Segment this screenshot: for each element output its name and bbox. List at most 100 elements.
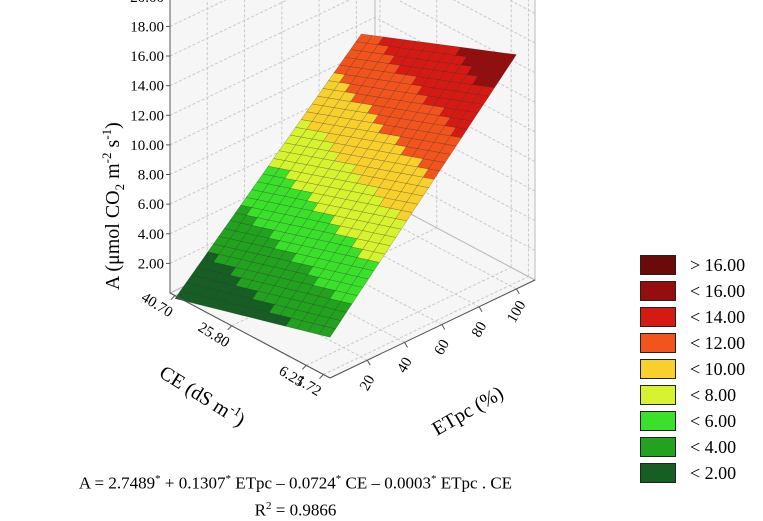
surface-cell [361, 43, 379, 53]
surface-cell [235, 296, 253, 308]
surface-cell [367, 213, 385, 225]
surface-cell [268, 285, 286, 297]
surface-cell [372, 114, 390, 126]
surface-cell [372, 132, 390, 144]
legend-item: < 6.00 [640, 408, 745, 434]
surface-cell [328, 215, 347, 227]
legend-item: < 8.00 [640, 382, 745, 408]
surface-cell [317, 176, 335, 188]
y-axis-line [169, 292, 331, 379]
legend-swatch [640, 333, 676, 353]
surface-cell [450, 127, 468, 139]
surface-cell [295, 245, 314, 257]
gridline-z-back [169, 0, 351, 87]
surface-cell [450, 109, 468, 120]
legend-swatch [640, 437, 676, 457]
surface-cell [366, 52, 384, 63]
surface-cell [323, 298, 342, 310]
gridline-z-back [169, 164, 376, 264]
z-axis-title-end: ) [102, 122, 124, 129]
surface-cell [333, 82, 351, 93]
surface-cell [311, 148, 330, 160]
surface-cell [267, 158, 286, 169]
surface-cell [477, 86, 495, 97]
surface-cell [416, 103, 435, 115]
surface-cell [366, 35, 384, 46]
legend-item: < 4.00 [640, 434, 745, 460]
surface-cell [324, 317, 342, 330]
x-tick-label: 60 [432, 337, 453, 358]
surface-cell [449, 72, 468, 84]
surface-cell [367, 104, 385, 116]
surface-cell [422, 131, 440, 143]
equation-line: A = 2.7489* + 0.1307* ETpc – 0.0724* CE … [78, 473, 513, 493]
surface-cell [273, 240, 292, 252]
legend-label: > 16.00 [690, 254, 746, 275]
surface-cell [340, 217, 358, 229]
surface-cell [241, 306, 259, 319]
surface-cell [493, 61, 512, 72]
surface-cell [410, 58, 429, 69]
surface-cell [367, 176, 385, 188]
surface-cell [318, 306, 336, 319]
surface-cell [422, 95, 440, 107]
surface-cell [355, 68, 373, 79]
surface-cell [405, 66, 423, 77]
surface-cell [328, 125, 346, 136]
surface-cell [405, 102, 423, 113]
surface-cell [455, 47, 473, 58]
surface-cell [395, 191, 413, 203]
surface-cell [356, 156, 374, 168]
surface-cell [295, 208, 314, 220]
surface-cell [307, 285, 325, 297]
surface-cell [262, 274, 281, 286]
z-tick-label: 14.00 [130, 79, 164, 95]
surface-cell [329, 233, 347, 245]
gridline-z-back [169, 46, 376, 146]
x-tick-label: 20 [357, 373, 378, 394]
surface-cell [339, 126, 357, 138]
legend-item: < 10.00 [640, 356, 745, 382]
surface-cell [406, 174, 424, 186]
x-axis-title: ETpc (%) [429, 382, 508, 440]
surface-cell [350, 58, 368, 69]
gridline-z-back [169, 16, 376, 116]
x-tick-mark [404, 342, 408, 348]
surface-cell [207, 261, 225, 273]
surface-cell [389, 126, 407, 137]
y-tick-label: 40.70 [138, 290, 175, 321]
surface-cell [384, 226, 402, 238]
surface-cell [339, 180, 358, 192]
surface-cell [433, 115, 451, 127]
surface-cell [339, 74, 357, 85]
surface-cell [333, 64, 351, 75]
surface-cell [306, 138, 324, 150]
legend-swatch [640, 281, 676, 301]
surface-cell [251, 235, 269, 247]
surface-cell [422, 113, 440, 125]
surface-cell [356, 230, 374, 242]
surface-cell [427, 123, 446, 135]
surface-cell [284, 206, 302, 217]
surface-cell [399, 39, 418, 50]
surface-cell [278, 142, 297, 154]
z-tick-label: 2.00 [138, 256, 164, 272]
surface-cell [333, 99, 352, 110]
surface-cell [444, 135, 462, 147]
x-axis-line [329, 279, 536, 379]
surface-cell [339, 91, 357, 102]
surface-cell [395, 172, 413, 184]
surface-cell [245, 189, 264, 200]
surface-cell [350, 164, 369, 176]
surface-cell [356, 249, 375, 261]
surface-cell [263, 312, 281, 324]
surface-cell [427, 105, 446, 117]
surface-cell [306, 156, 324, 168]
surface-cell [257, 209, 275, 221]
z-tick-label: 6.00 [138, 197, 164, 213]
surface-cell [306, 121, 324, 132]
surface-cell [383, 116, 401, 127]
legend-item: < 16.00 [640, 278, 745, 304]
surface-cell [355, 85, 374, 96]
surface-cell [367, 122, 385, 134]
